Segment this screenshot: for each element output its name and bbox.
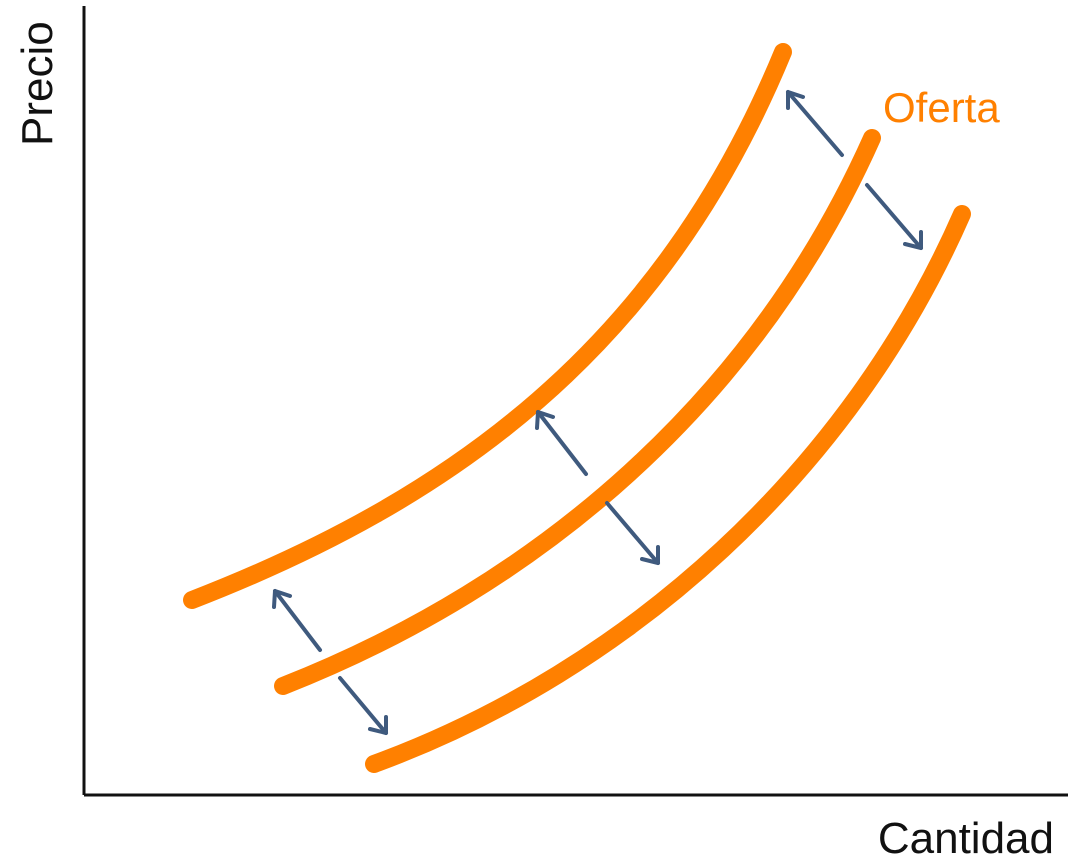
arrow-head <box>368 715 388 735</box>
shift-arrow-segment <box>865 183 923 250</box>
supply-curve-shifted-left <box>183 43 792 609</box>
arrow-head <box>640 545 660 565</box>
supply-curve-original <box>274 129 881 695</box>
arrow-head <box>903 230 923 250</box>
arrow-head <box>786 90 805 110</box>
axes <box>82 6 1068 797</box>
x-axis-label: Cantidad <box>878 814 1054 863</box>
supply-curve-label: Oferta <box>883 84 1000 131</box>
supply-curve-shifted-right <box>365 205 971 773</box>
shift-arrow-middle <box>535 410 660 565</box>
y-axis-label: Precio <box>13 21 62 146</box>
arrow-head <box>272 589 292 609</box>
shift-arrow-segment <box>273 589 322 652</box>
shift-arrow-top <box>786 90 923 250</box>
shift-arrow-segment <box>786 90 844 157</box>
arrow-head <box>535 410 555 430</box>
supply-curves <box>183 43 971 773</box>
shift-arrow-segment <box>605 501 660 565</box>
shift-arrow-segment <box>536 410 588 476</box>
shift-arrow-bottom <box>272 589 388 735</box>
shift-arrows <box>272 90 923 735</box>
shift-arrow-segment <box>338 676 388 735</box>
